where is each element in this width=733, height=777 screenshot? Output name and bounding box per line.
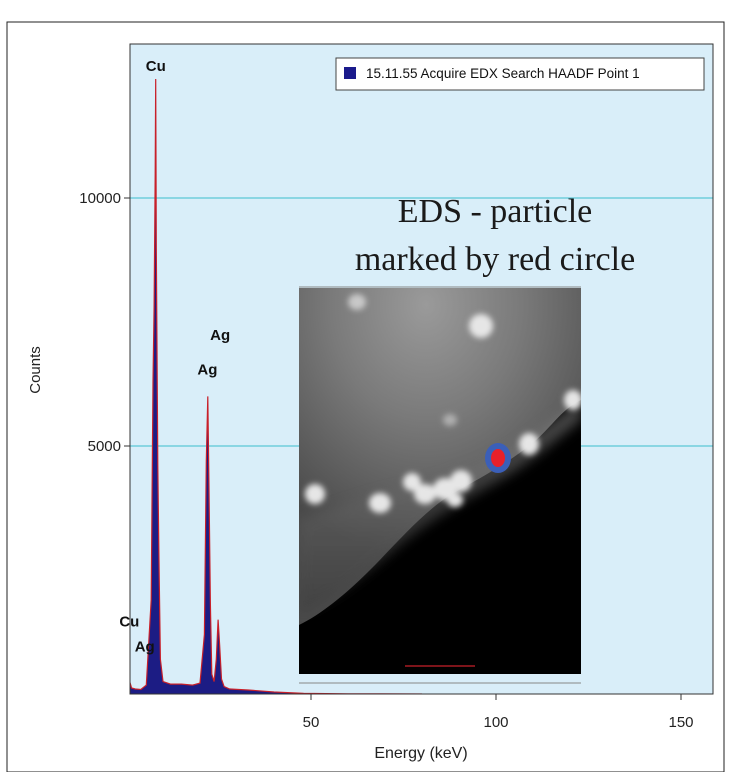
plot-border [129, 43, 714, 695]
peak-label: Ag [210, 327, 230, 344]
x-tick-label: 50 [303, 714, 320, 731]
spectrum-series-line [130, 78, 423, 694]
y-tick-label: 10000 [79, 190, 121, 207]
x-tick-label: 150 [668, 714, 693, 731]
x-axis-ticks: 50 100 150 [303, 694, 694, 731]
particle-marker-red-circle [491, 449, 505, 467]
annotation-line-2: marked by red circle [355, 241, 635, 278]
x-axis-title: Energy (keV) [374, 745, 467, 762]
y-axis-ticks: 5000 10000 [79, 190, 130, 455]
y-tick-label: 5000 [88, 438, 121, 455]
legend-label: 15.11.55 Acquire EDX Search HAADF Point … [366, 66, 640, 81]
legend-swatch [344, 67, 356, 79]
peak-label: Cu [119, 613, 139, 630]
y-axis-title: Counts [27, 346, 44, 394]
peak-labels: Cu Ag Ag Cu Ag [119, 58, 230, 655]
peak-label: Cu [146, 58, 166, 75]
peak-label: Ag [135, 638, 155, 655]
annotation-line-1: EDS - particle [398, 193, 593, 230]
peak-label: Ag [197, 361, 217, 378]
inset-haadf-image [299, 286, 581, 684]
x-tick-label: 100 [483, 714, 508, 731]
spectrum-series-fill [130, 79, 422, 694]
legend: 15.11.55 Acquire EDX Search HAADF Point … [335, 57, 705, 91]
legend-box [335, 57, 705, 91]
